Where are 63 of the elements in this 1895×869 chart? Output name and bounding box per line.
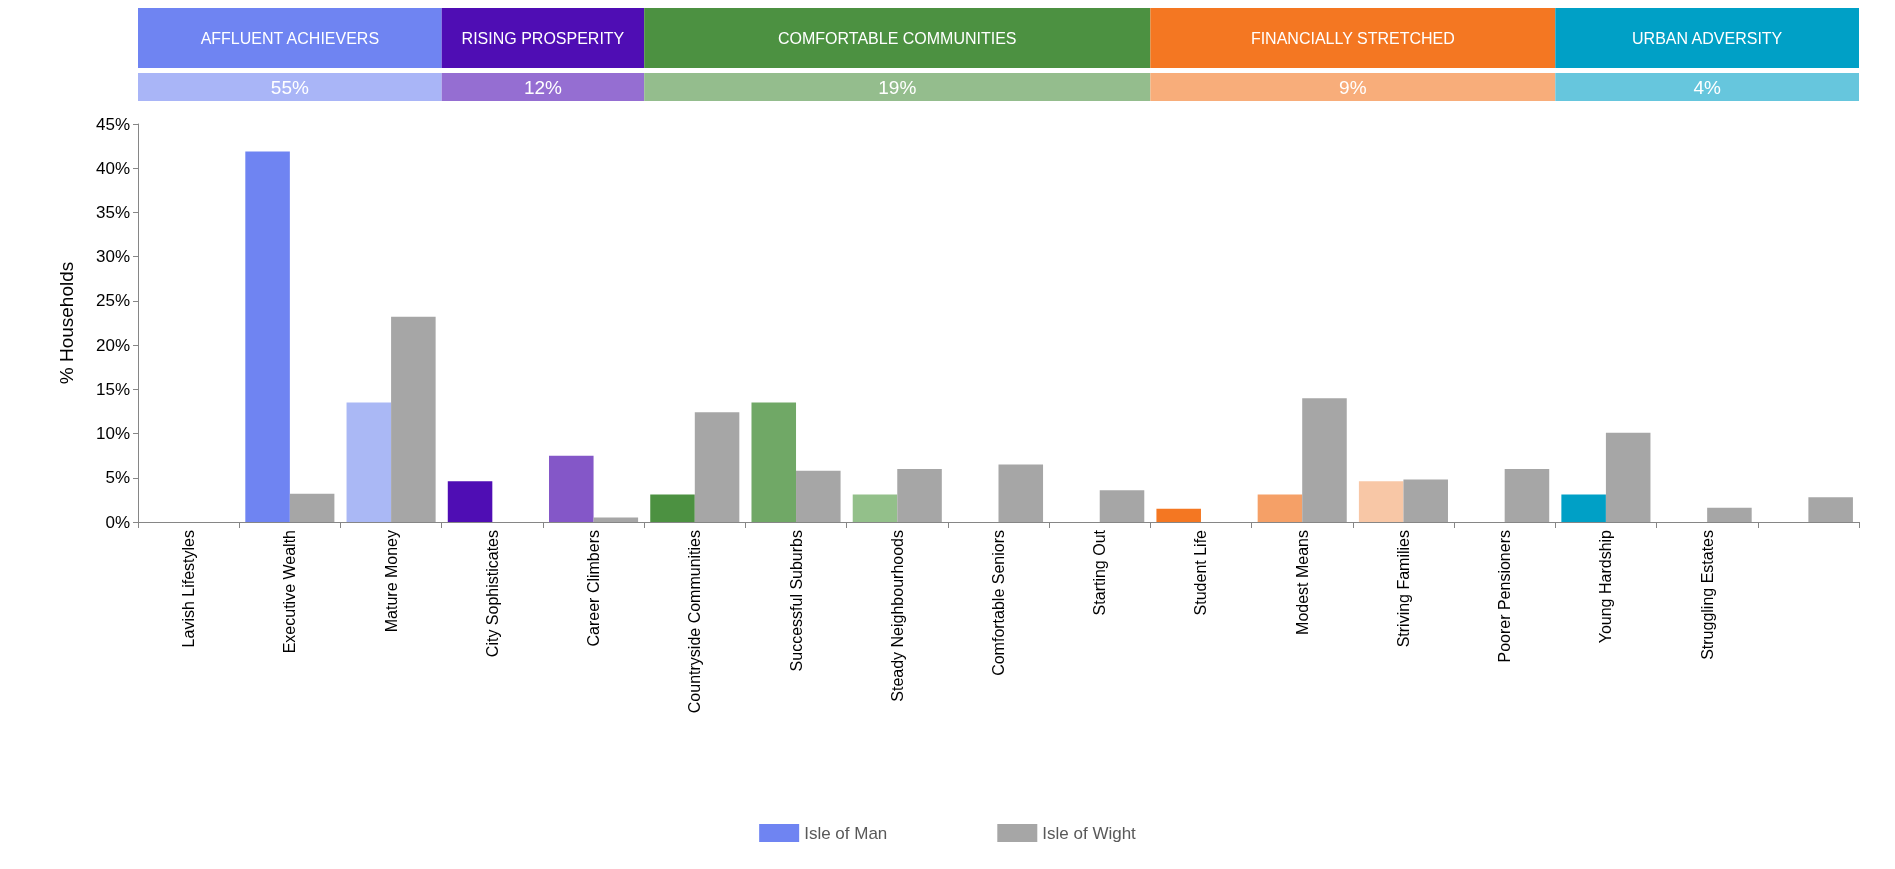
bar [1302, 398, 1347, 522]
y-tick-label: 30% [95, 247, 130, 267]
legend-label: Isle of Wight [1042, 823, 1137, 843]
text: 19% [878, 76, 917, 98]
x-tick-label: City Sophisticates [483, 530, 501, 658]
x-tick-label: Student Life [1192, 529, 1210, 616]
x-tick-label: Steady Neighbourhoods [888, 530, 906, 702]
x-tick-label: Starting Out [1091, 529, 1109, 616]
x-tick-label: Countryside Communities [686, 530, 704, 714]
bar [1358, 481, 1404, 522]
bar [650, 494, 695, 522]
bar [1707, 507, 1752, 522]
y-tick-label: 35% [95, 202, 130, 222]
text: URBAN ADVERSITY [1632, 29, 1783, 47]
x-tick-label: Executive Wealth [281, 530, 299, 654]
bar [289, 493, 335, 522]
bar [1156, 508, 1201, 522]
bar [447, 481, 493, 522]
x-tick-label: Career Climbers [585, 530, 603, 647]
y-tick-label: 20% [95, 335, 130, 355]
x-tick-label: Young Hardship [1597, 529, 1615, 644]
bar [1403, 479, 1448, 522]
bar [1504, 468, 1550, 522]
bar [1605, 432, 1651, 522]
bar [694, 412, 740, 522]
bar [1257, 494, 1303, 522]
y-tick-label: 5% [105, 468, 130, 488]
x-tick-label: Striving Families [1394, 530, 1412, 648]
x-tick-label: Comfortable Seniors [990, 530, 1007, 676]
bar [998, 464, 1044, 522]
bar [1808, 497, 1853, 522]
x-tick-label: Lavish Lifestyles [180, 530, 198, 648]
text: 55% [270, 76, 309, 98]
text: FINANCIALLY STRETCHED [1250, 29, 1455, 47]
legend-label: Isle of Man [804, 823, 888, 843]
text: RISING PROSPERITY [461, 29, 625, 47]
text: AFFLUENT ACHIEVERS [200, 29, 380, 47]
text: 4% [1693, 76, 1721, 98]
y-tick-label: 45% [95, 114, 130, 134]
bar [245, 151, 290, 522]
bar [346, 402, 392, 522]
bar [897, 468, 942, 522]
x-tick-label: Poorer Pensioners [1496, 530, 1514, 663]
y-tick-label: 25% [95, 291, 130, 311]
x-tick-label: Mature Money [382, 530, 400, 633]
y-axis-title: % Households [56, 261, 77, 385]
x-tick-label: Modest Means [1293, 530, 1311, 635]
text: COMFORTABLE COMMUNITIES [778, 29, 1017, 47]
bar [796, 470, 841, 522]
bar [852, 494, 898, 522]
y-tick-label: 0% [105, 512, 130, 532]
bar [1099, 490, 1145, 522]
x-tick-label: Struggling Estates [1698, 530, 1716, 660]
bar [549, 455, 594, 522]
text: 12% [523, 76, 563, 98]
y-tick-label: 10% [95, 424, 130, 444]
y-tick-label: 40% [95, 158, 130, 178]
bar [751, 402, 797, 522]
text: 9% [1339, 76, 1367, 98]
bar [1561, 494, 1606, 522]
x-tick-label: Successful Suburbs [787, 530, 805, 672]
bar [391, 316, 436, 522]
y-tick-label: 15% [95, 379, 130, 399]
